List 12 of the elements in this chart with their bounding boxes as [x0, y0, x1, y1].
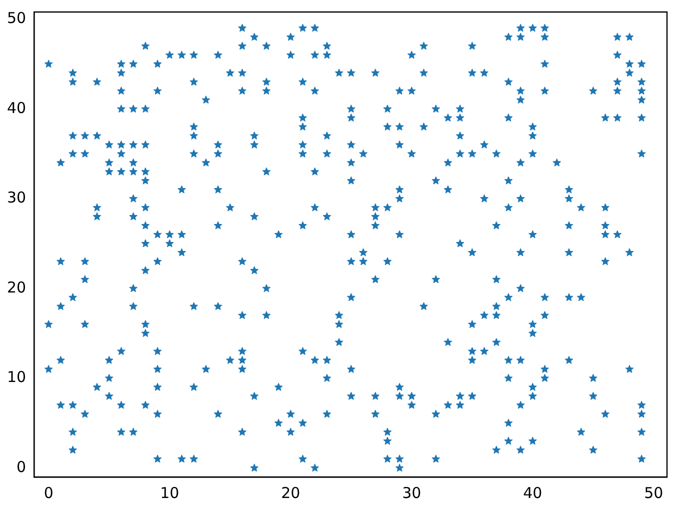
x-tick-label: 0: [44, 484, 54, 502]
y-tick-label: 40: [6, 98, 26, 117]
y-tick-label: 10: [6, 368, 26, 386]
x-tick-label: 50: [644, 484, 664, 502]
y-tick-label: 0: [16, 458, 26, 476]
x-tick-label: 30: [402, 484, 422, 502]
y-tick-label: 50: [6, 9, 26, 28]
x-tick-label: 20: [281, 484, 300, 502]
y-tick-label: 30: [6, 188, 26, 207]
y-tick-label: 20: [6, 278, 26, 296]
x-tick-label: 40: [523, 484, 542, 502]
x-tick-label: 10: [160, 484, 180, 502]
